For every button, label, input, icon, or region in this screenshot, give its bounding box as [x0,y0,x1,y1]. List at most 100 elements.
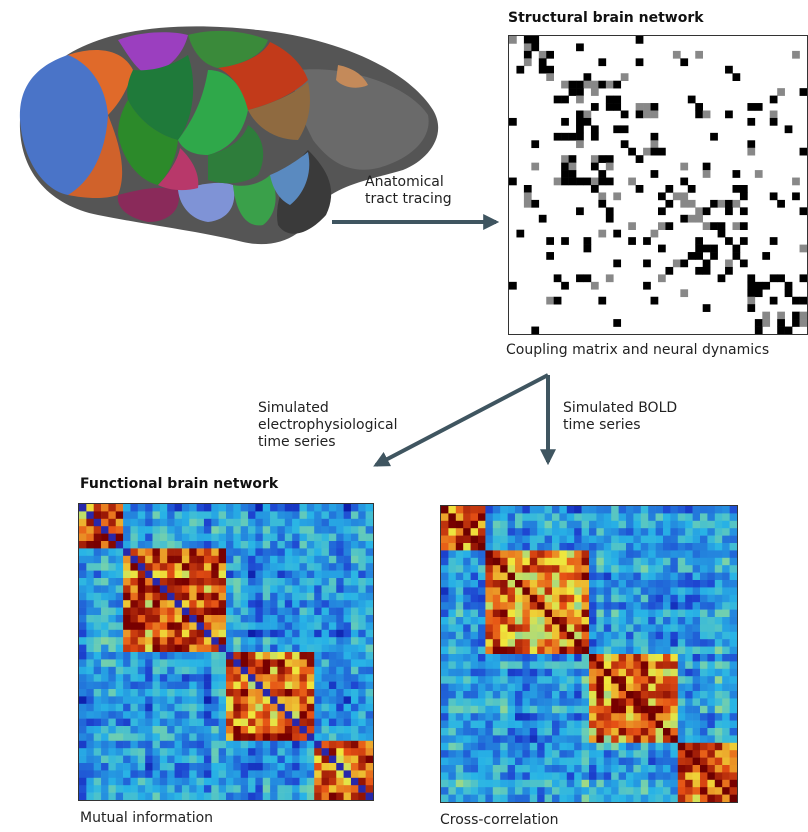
heatmap-cell [299,763,308,771]
heatmap-cell [529,698,538,707]
heatmap-cell [470,757,479,766]
structural-cell [695,244,703,253]
heatmap-cell [529,735,538,744]
heatmap-cell [707,772,716,781]
heatmap-cell [544,587,553,596]
heatmap-cell [670,580,679,588]
heatmap-cell [262,607,271,616]
heatmap-cell [203,526,212,534]
heatmap-cell [314,585,322,594]
structural-cell [777,311,785,320]
heatmap-cell [507,565,516,573]
heatmap-cell [566,557,575,566]
heatmap-cell [522,728,531,736]
heatmap-cell [492,535,501,544]
heatmap-cell [145,644,153,653]
heatmap-cell [233,755,241,764]
heatmap-cell [284,777,293,786]
heatmap-cell [240,652,249,660]
heatmap-cell [670,691,679,699]
heatmap-cell [448,587,457,596]
heatmap-cell [226,711,234,719]
heatmap-cell [292,681,300,690]
heatmap-cell [463,765,471,773]
heatmap-cell [552,765,560,773]
heatmap-cell [218,689,227,697]
heatmap-cell [448,535,457,544]
heatmap-cell [507,735,516,744]
heatmap-cell [692,735,701,744]
heatmap-cell [626,720,634,729]
heatmap-cell [211,703,219,712]
heatmap-cell [455,572,464,581]
heatmap-cell [328,585,337,594]
heatmap-cell [174,563,183,571]
heatmap-cell [507,609,516,618]
heatmap-cell [626,676,634,684]
heatmap-cell [441,757,449,766]
heatmap-cell [552,691,560,699]
heatmap-cell [196,578,205,586]
heatmap-cell [448,617,457,625]
heatmap-cell [336,585,344,594]
heatmap-cell [455,639,464,647]
heatmap-cell [470,602,479,610]
heatmap-cell [181,592,190,601]
heatmap-cell [670,631,679,640]
structural-cell [605,162,614,171]
heatmap-cell [515,609,523,618]
heatmap-cell [336,637,344,645]
heatmap-cell [218,570,227,579]
heatmap-cell [537,520,545,529]
heatmap-cell [648,528,656,536]
heatmap-cell [336,770,344,779]
heatmap-cell [159,504,168,512]
heatmap-cell [284,578,293,586]
heatmap-cell [189,548,197,557]
heatmap-cell [299,777,308,786]
heatmap-cell [137,659,146,668]
heatmap-cell [101,578,109,586]
heatmap-cell [729,713,737,721]
heatmap-cell [137,607,146,616]
heatmap-cell [478,691,486,699]
heatmap-cell [93,777,102,786]
structural-cell [605,207,614,216]
structural-cell [546,73,554,81]
heatmap-cell [722,506,730,514]
heatmap-cell [130,777,139,786]
heatmap-cell [596,691,605,699]
heatmap-cell [233,518,241,527]
heatmap-cell [478,594,486,603]
heatmap-cell [552,742,560,751]
structural-cell [598,296,607,305]
heatmap-cell [181,615,190,623]
heatmap-cell [670,535,679,544]
heatmap-cell [648,580,656,588]
heatmap-cell [552,580,560,588]
heatmap-cell [507,779,516,788]
heatmap-cell [507,676,516,684]
heatmap-cell [655,757,664,766]
heatmap-cell [478,676,486,684]
heatmap-cell [729,698,737,707]
heatmap-cell [321,718,330,727]
heatmap-cell [670,742,679,751]
structural-cell [523,192,532,201]
heatmap-cell [306,629,315,638]
heatmap-cell [714,535,723,544]
heatmap-cell [328,592,337,601]
heatmap-cell [448,565,457,573]
structural-cell [769,237,778,245]
heatmap-cell [552,587,560,596]
heatmap-cell [522,535,531,544]
heatmap-cell [218,622,227,631]
heatmap-cell [79,755,87,764]
heatmap-cell [86,592,94,601]
structural-cell [538,65,547,74]
heatmap-cell [707,765,716,773]
heatmap-cell [358,666,366,675]
heatmap-cell [240,659,249,668]
heatmap-cell [478,602,486,610]
heatmap-cell [677,543,686,551]
